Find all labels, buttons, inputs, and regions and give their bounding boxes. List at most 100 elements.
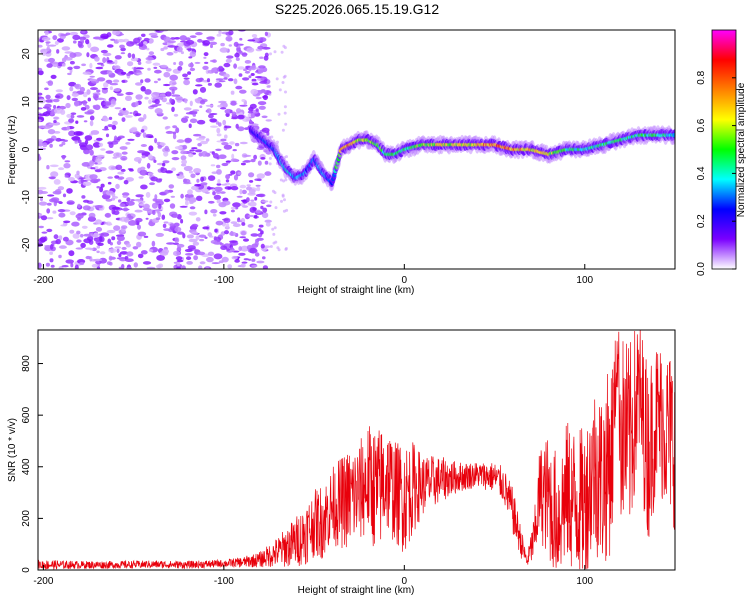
snr-x-ticks: -200 -100 0 100 — [33, 565, 594, 587]
spectrogram-noise-cell — [218, 122, 222, 127]
spectrogram-noise-cell — [261, 46, 271, 50]
spectrogram-noise-cell — [135, 67, 144, 70]
spectrogram-noise-cell — [108, 142, 114, 148]
spectrogram-noise-cell — [79, 261, 85, 266]
spectrogram-noise-cell — [148, 99, 152, 105]
spectrogram-noise-cell — [184, 98, 188, 104]
spectrogram-noise-cell — [80, 177, 84, 184]
spectrogram-noise-cell — [110, 38, 115, 41]
spectrogram-noise-cell — [237, 114, 245, 120]
spectrogram-noise-cell — [156, 209, 160, 214]
spectrogram-noise-cell — [127, 220, 137, 226]
spectrogram-noise-cell — [100, 33, 109, 39]
spectrogram-noise-cell — [175, 127, 180, 134]
spectrogram-noise-cell — [202, 226, 210, 230]
spectrogram-noise-cell — [209, 118, 217, 123]
spectrogram-noise-cell — [145, 217, 149, 220]
spectrogram-noise-cell — [81, 225, 88, 229]
spectrogram-noise-cell — [239, 202, 246, 207]
spectrogram-noise-cell — [84, 111, 94, 115]
y-tick-label: -20 — [21, 237, 32, 252]
spectrogram-noise-cell — [113, 225, 121, 231]
spectrogram-noise-cell — [139, 169, 148, 176]
spectrogram-noise-cell — [66, 200, 75, 205]
spectrogram-noise-cell — [206, 108, 212, 114]
colorbar-tick-label: 0.0 — [696, 262, 707, 276]
spectrogram-noise-cell — [215, 78, 224, 81]
spectrogram-noise-cell — [94, 169, 102, 173]
spectrogram-noise-cell — [227, 187, 232, 190]
spectrogram-noise-cell — [57, 209, 66, 213]
spectrogram-noise-cell — [52, 98, 60, 103]
spectrogram-noise-cell — [156, 264, 162, 269]
spectrogram-noise-cell — [218, 65, 223, 70]
spectrogram-noise-cell — [58, 245, 67, 249]
spectrogram-noise-cell — [214, 82, 222, 88]
spectrogram-heatmap — [38, 30, 675, 269]
spectrogram-noise-cell — [121, 117, 126, 122]
spectrogram-noise-cell — [62, 193, 67, 198]
spectrogram-noise-cell — [140, 250, 148, 255]
spectrogram-noise-cell — [125, 91, 134, 96]
spectrogram-noise-cell — [189, 67, 196, 72]
spectrogram-noise-cell — [163, 221, 169, 224]
spectrogram-noise-cell — [122, 195, 128, 198]
spectrogram-noise-cell — [165, 170, 173, 174]
x-tick-label: -100 — [214, 275, 234, 286]
colorbar-tick-label: 0.4 — [696, 166, 707, 180]
spectrogram-noise-cell — [250, 233, 259, 237]
spectrogram-noise-cell — [188, 56, 193, 59]
spectrogram-noise-cell — [247, 214, 255, 218]
spectrogram-noise-cell — [186, 48, 195, 51]
spectrogram-noise-cell — [171, 150, 179, 155]
spectrogram-noise-cell — [58, 254, 62, 259]
spectrogram-noise-cell — [60, 109, 66, 115]
spectrogram-noise-cell — [174, 146, 183, 150]
spectrogram-noise-cell — [42, 125, 52, 129]
spectrogram-noise-cell — [83, 233, 92, 237]
spectrogram-noise-cell — [94, 166, 99, 169]
spectrogram-noise-cell — [192, 241, 200, 246]
spectrogram-noise-cell — [225, 58, 232, 64]
x-tick-label: -100 — [214, 576, 234, 587]
spectrogram-noise-cell — [221, 162, 229, 167]
spectrogram-noise-cell — [197, 251, 206, 256]
spectrogram-noise-cell — [241, 99, 246, 102]
spectrogram-noise-cell — [176, 266, 181, 269]
spectrogram-noise-cell — [46, 228, 53, 233]
spectrogram-noise-cell — [239, 89, 247, 94]
spectrogram-noise-cell — [82, 91, 88, 98]
spectrogram-noise-cell — [231, 153, 235, 160]
spectrogram-noise-cell — [69, 31, 79, 36]
spectrogram-noise-cell — [140, 79, 144, 84]
spectrogram-noise-cell — [265, 222, 271, 227]
spectrogram-noise-cell — [137, 253, 144, 259]
spectrogram-noise-cell — [277, 112, 281, 116]
spectrogram-noise-cell — [53, 131, 61, 134]
spectrogram-noise-cell — [103, 82, 109, 88]
spectrogram-noise-cell — [160, 64, 168, 68]
spectrogram-noise-cell — [171, 106, 175, 113]
spectrogram-noise-cell — [240, 217, 246, 224]
spectrogram-noise-cell — [173, 62, 177, 65]
spectrogram-noise-cell — [189, 35, 197, 38]
spectrogram-noise-cell — [172, 131, 177, 135]
spectrogram-noise-cell — [152, 62, 161, 66]
spectrogram-noise-cell — [125, 243, 131, 248]
spectrogram-noise-cell — [62, 236, 69, 242]
spectrogram-noise-cell — [189, 201, 194, 204]
spectrogram-noise-cell — [240, 230, 247, 236]
spectrogram-noise-cell — [144, 78, 151, 83]
spectrogram-noise-cell — [164, 189, 170, 194]
spectrogram-noise-cell — [198, 234, 207, 238]
spectrogram-noise-cell — [50, 197, 60, 202]
spectrogram-noise-cell — [83, 120, 88, 123]
spectrogram-noise-cell — [162, 223, 167, 228]
spectrogram-noise-cell — [61, 141, 66, 146]
spectrogram-noise-cell — [255, 96, 262, 100]
spectrogram-noise-cell — [38, 119, 42, 122]
spectrogram-noise-cell — [182, 233, 186, 239]
spectrogram-noise-cell — [225, 35, 233, 42]
spectrogram-noise-cell — [65, 259, 74, 264]
